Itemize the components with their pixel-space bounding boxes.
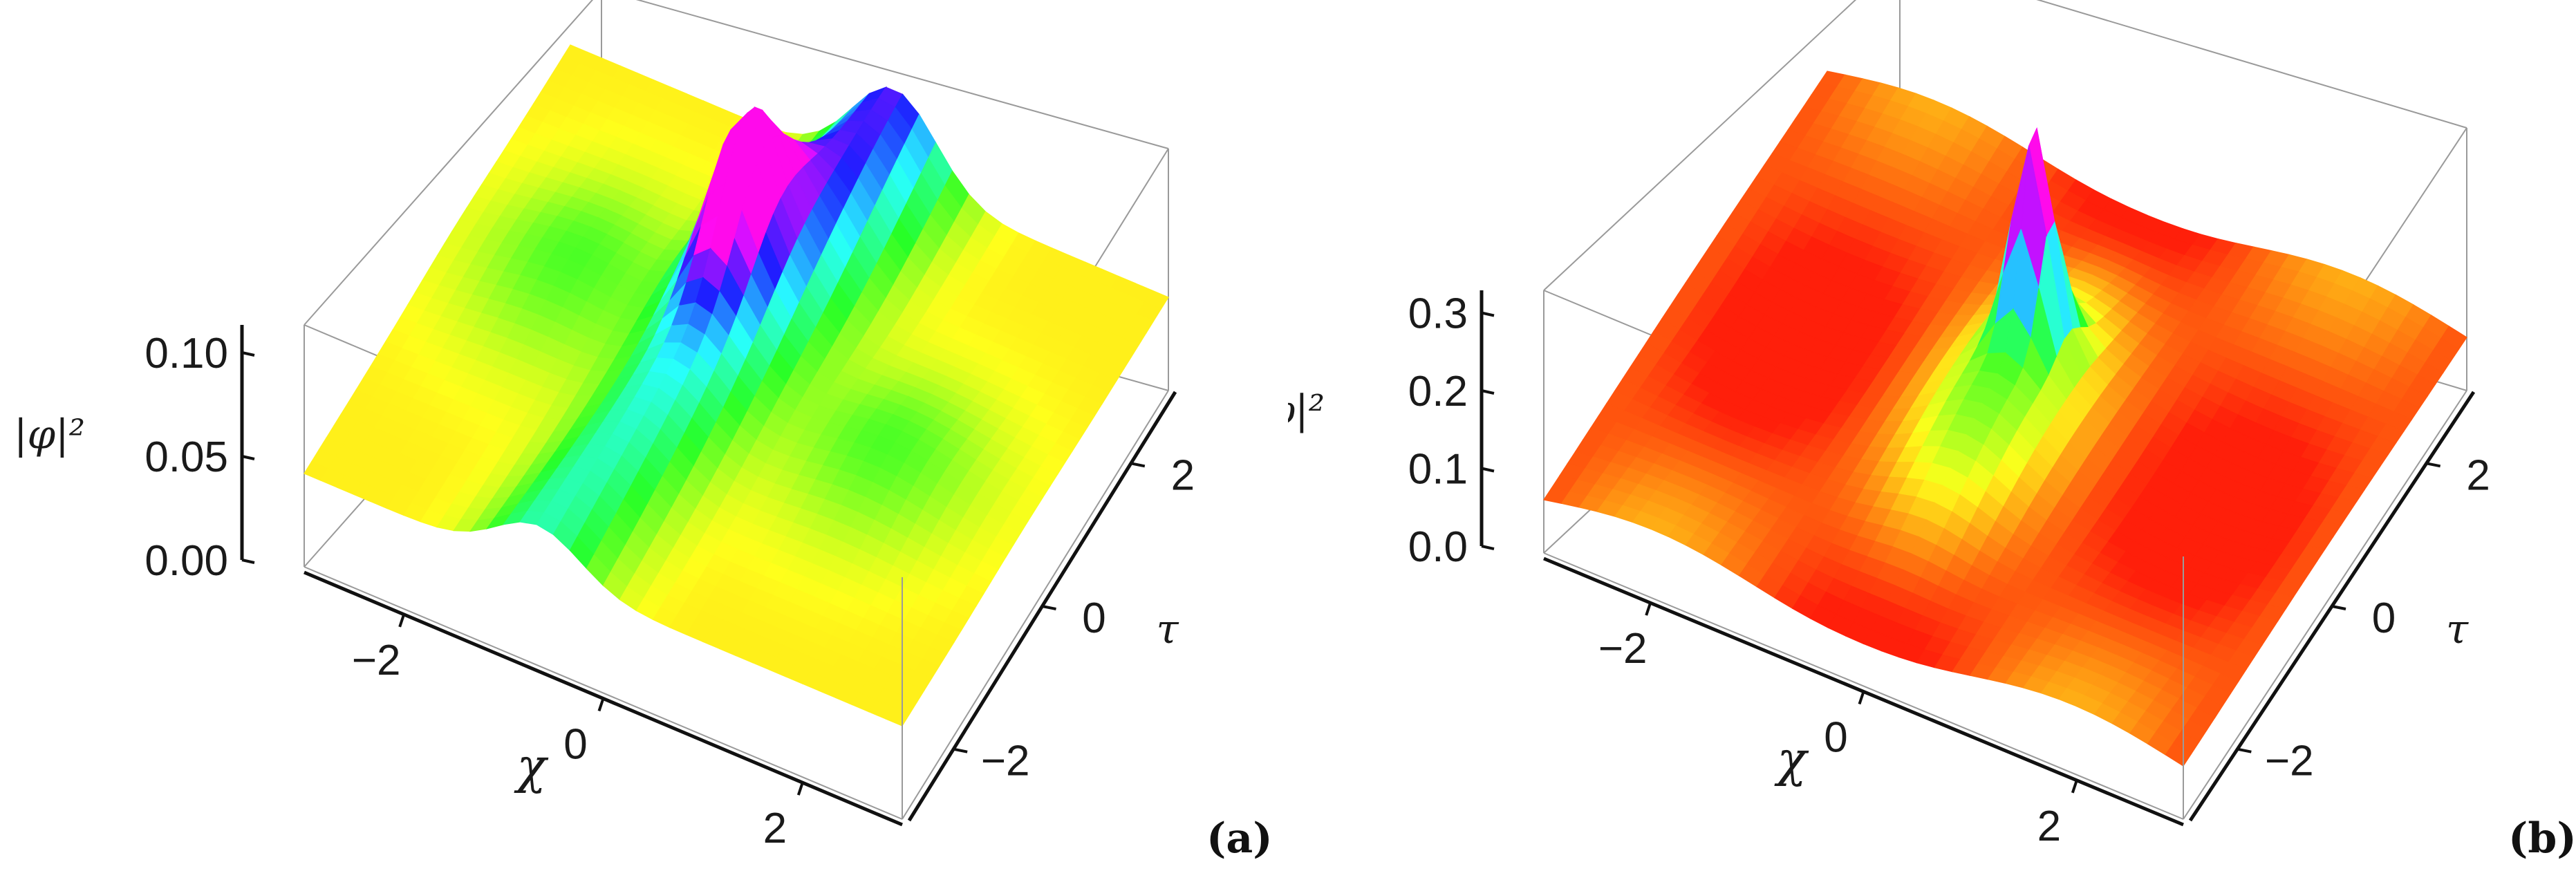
tick-labels: −2 0 2 −2 0 2 0.00 0.05 0.10: [144, 330, 1195, 852]
chi-tick-label: 0: [563, 721, 587, 769]
box-edge: [635, 0, 1169, 149]
z-tick: [241, 559, 255, 564]
tau-tick-label: 0: [2372, 594, 2396, 642]
surface-plot-svg: −2 0 2 −2 0 2 0.00 0.05 0.10 χ τ |φ|²: [14, 0, 1195, 852]
chi-tick-label: 2: [2037, 803, 2061, 850]
tau-tick-label: −2: [2265, 738, 2314, 785]
tau-tick: [1042, 605, 1056, 610]
z-tick-label: 0.05: [144, 433, 228, 481]
box-edge: [1543, 0, 1857, 291]
axis-labels: χ τ |φ|²: [14, 411, 1179, 794]
z-tick: [1481, 467, 1495, 473]
z-tick-label: 0.10: [144, 330, 228, 377]
z-tick: [1481, 389, 1495, 395]
box-edge: [1543, 552, 2184, 820]
surface-patch: [2165, 742, 2192, 767]
z-tick-label: 0.2: [1408, 368, 1468, 415]
box-edge: [304, 0, 594, 326]
chi-tick: [1858, 691, 1865, 705]
tau-tick: [2331, 605, 2346, 610]
box-edge: [2036, 0, 2467, 129]
tau-tick: [2237, 747, 2252, 753]
chi-axis-label: χ: [514, 738, 549, 795]
chi-tick: [2071, 780, 2078, 794]
tau-tick: [2426, 462, 2441, 468]
chi-tick: [398, 614, 406, 628]
surface-plot-a: −2 0 2 −2 0 2 0.00 0.05 0.10 χ τ |φ|² (a): [14, 0, 1273, 863]
chi-tick-label: 2: [763, 805, 787, 852]
surface: [1543, 71, 2467, 767]
chi-tick: [1645, 602, 1652, 616]
chi-tick: [597, 697, 605, 712]
chi-tick: [796, 782, 804, 796]
z-axis-label: |φ|²: [1288, 386, 1325, 433]
z-tick: [1481, 311, 1495, 317]
panel-label: (a): [1206, 814, 1273, 863]
z-tick-label: 0.0: [1408, 523, 1468, 571]
z-tick-label: 0.1: [1408, 446, 1468, 494]
tick-labels: −2 0 2 −2 0 2 0.0 0.1 0.2 0.3: [1408, 290, 2490, 850]
chi-tick-label: −2: [352, 637, 401, 684]
box-edge: [902, 390, 1169, 820]
chi-axis-label: χ: [1774, 731, 1809, 788]
box-edge: [304, 566, 903, 820]
z-tick-label: 0.00: [144, 537, 228, 585]
tau-axis-label: τ: [2446, 606, 2469, 653]
tau-axis-label: τ: [1157, 606, 1179, 653]
z-axis-label: |φ|²: [14, 411, 85, 458]
tau-tick-label: 2: [1171, 451, 1195, 499]
box-edge: [2183, 390, 2467, 820]
panel-label: (b): [2508, 814, 2576, 863]
z-tick-label: 0.3: [1408, 290, 1468, 338]
surface: [304, 44, 1169, 727]
tau-tick: [1130, 462, 1146, 468]
z-tick: [241, 351, 255, 357]
tau-tick-label: −2: [981, 738, 1030, 785]
surface-patch: [885, 706, 911, 727]
z-tick: [1481, 545, 1495, 550]
z-tick: [241, 455, 255, 460]
tau-tick-label: 2: [2466, 451, 2490, 499]
chi-tick-label: −2: [1598, 625, 1648, 673]
tau-tick: [953, 747, 968, 753]
tau-tick-label: 0: [1082, 594, 1105, 642]
axis-labels: χ τ |φ|²: [1288, 386, 2469, 788]
surface-plot-b: −2 0 2 −2 0 2 0.0 0.1 0.2 0.3 χ τ |φ|² (b): [1288, 0, 2576, 871]
surface-plot-svg: −2 0 2 −2 0 2 0.0 0.1 0.2 0.3 χ τ |φ|²: [1288, 0, 2490, 850]
chi-tick-label: 0: [1824, 714, 1847, 762]
